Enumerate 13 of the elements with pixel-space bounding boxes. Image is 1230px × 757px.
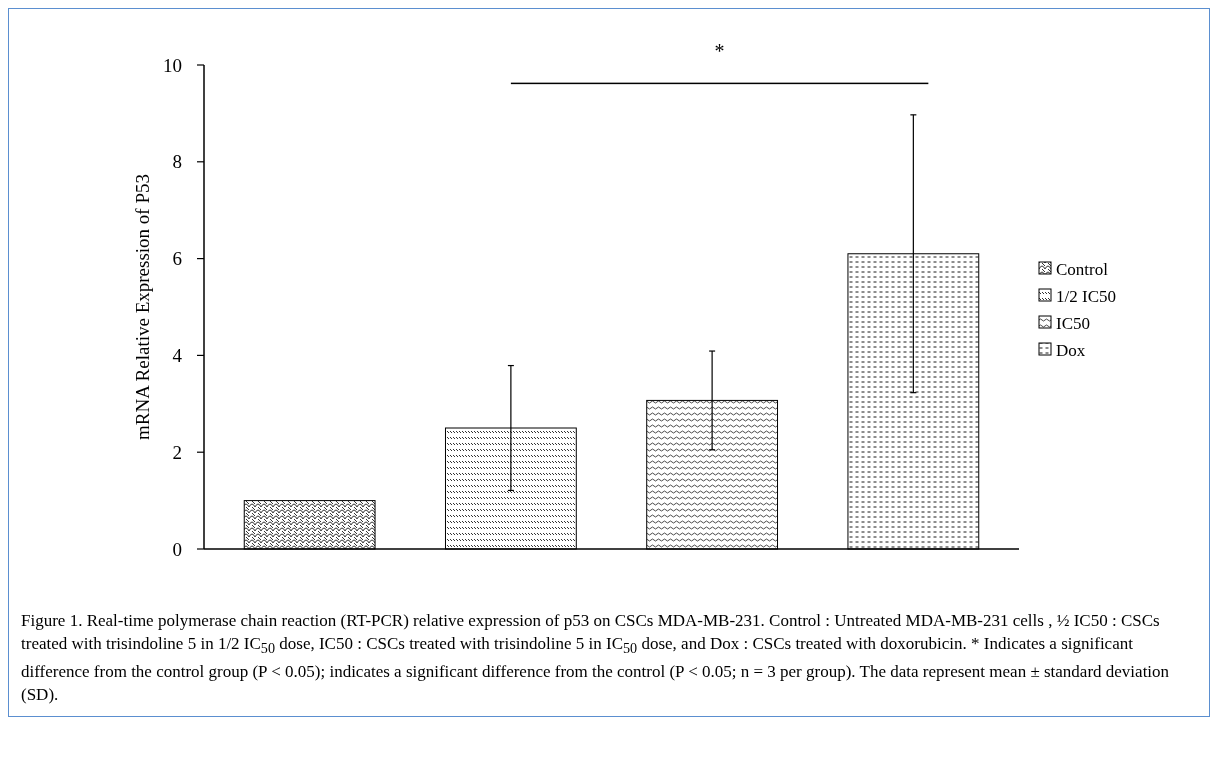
caption: Figure 1. Real-time polymerase chain reaction (RT-PCR) relative expression of p53 on CSCs MDA-MB-231. Control : Untreated MDA-MB-231 cells , ½ IC50 : CSCs treated with trisindoline 5 in 1/2 IC$_{50}$ dose, IC50 : CSCs treated with trisindoline 5 in IC$_{50}$ dose, and Dox : CSCs treated with doxorubicin. * Indicates a significant difference from the control group (P < 0.05); indicates a significant difference from the control (P < 0.05; n = 3 per group). The data represent mean ± standard deviation (SD). <box>20 610 1171 707</box>
y-tick-label: 4 <box>172 345 183 367</box>
y-tick-label: 8 <box>172 151 182 173</box>
y-tick-label: 2 <box>172 441 182 463</box>
legend-label: 1/2 IC50 <box>1056 286 1116 306</box>
y-axis-title: mRNA Relative Expression of P53 <box>132 174 153 440</box>
text: * <box>714 40 725 63</box>
legend-label: IC50 <box>1056 313 1090 333</box>
y-tick-label: 0 <box>172 538 182 560</box>
legend-label: Control <box>1056 259 1109 279</box>
y-tick-label: 10 <box>163 54 182 76</box>
legend-label: Dox <box>1056 340 1086 360</box>
y-tick-label: 6 <box>172 248 182 270</box>
